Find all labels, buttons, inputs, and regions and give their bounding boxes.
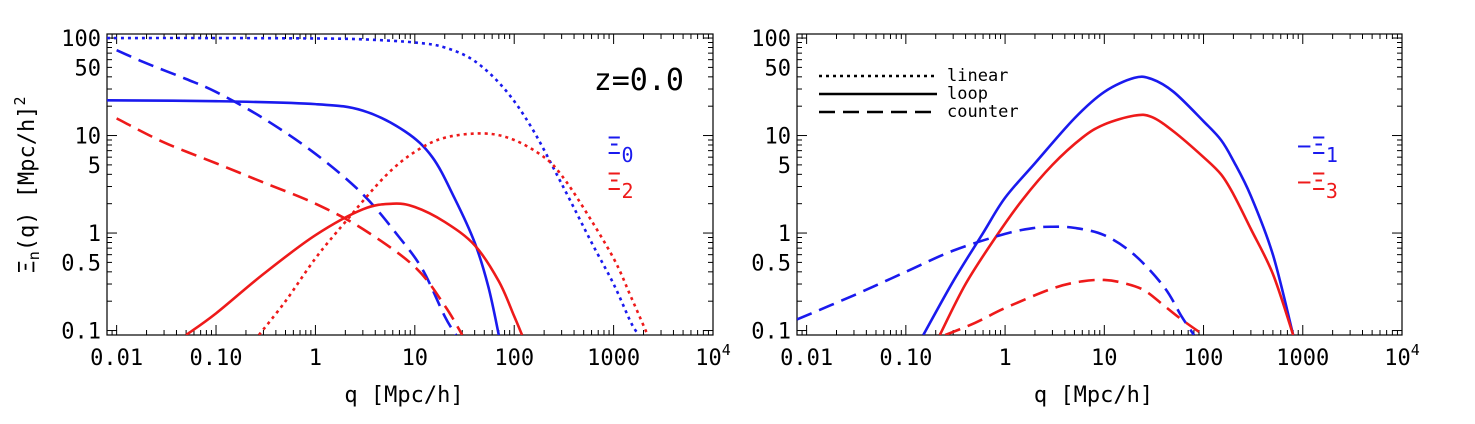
x-tick-label-exponent: 4 xyxy=(1411,341,1420,359)
legend-label-linear: linear xyxy=(947,66,1008,86)
legend-label-loop: loop xyxy=(947,84,988,104)
series-label-subscript: 2 xyxy=(621,179,633,203)
series-group xyxy=(797,75,1295,335)
series-label-symbol: Ξ xyxy=(607,168,621,196)
x-tick-label: 100 xyxy=(494,346,534,371)
x-tick-label-text: 1000 xyxy=(587,346,640,371)
red-dashed-series-line xyxy=(944,278,1205,335)
series-label-sign: − xyxy=(1297,168,1311,196)
red-dashed-series-line xyxy=(116,117,464,335)
series-group xyxy=(107,36,649,335)
x-tick-label-text: 10 xyxy=(1384,346,1411,371)
y-tick-label: 10 xyxy=(75,125,102,150)
x-tick-label-text: 0.10 xyxy=(879,346,932,371)
blue-dashed-series-line xyxy=(797,225,1196,335)
red-solid-series-line xyxy=(185,202,524,335)
x-tick-label-text: 1 xyxy=(998,346,1011,371)
y-tick-label: 0.1 xyxy=(61,320,101,345)
series-label-symbol: Ξ xyxy=(1311,132,1325,160)
redshift-annotation: z=0.0 xyxy=(594,63,684,98)
y-tick-label: 100 xyxy=(751,27,791,52)
x-tick-label: 1 xyxy=(309,346,322,371)
blue-dotted-series-line xyxy=(107,36,641,335)
y-tick-label: 1 xyxy=(88,222,101,247)
series-label-subscript: 0 xyxy=(621,143,633,167)
x-tick-label-text: 1 xyxy=(309,346,322,371)
series-label-symbol: Ξ xyxy=(607,132,621,160)
x-tick-label: 1000 xyxy=(1276,346,1329,371)
y-tick-label: 5 xyxy=(88,154,101,179)
series-label-sign: − xyxy=(1297,132,1311,160)
x-tick-label-text: 10 xyxy=(402,346,429,371)
x-tick-label-text: 100 xyxy=(494,346,534,371)
series-label-xi-3: −Ξ3 xyxy=(1297,168,1338,203)
series-label-symbol: Ξ xyxy=(1311,168,1325,196)
y-tick-label: 0.5 xyxy=(751,251,791,276)
x-tick-label: 10 xyxy=(402,346,429,371)
x-tick-label-text: 0.01 xyxy=(780,346,833,371)
y-tick-label: 0.5 xyxy=(61,251,101,276)
series-label-xi-2: Ξ2 xyxy=(607,168,634,203)
x-tick-label-text: 10 xyxy=(1091,346,1118,371)
series-label-xi-0: Ξ0 xyxy=(607,132,634,167)
x-tick-label: 0.10 xyxy=(879,346,932,371)
y-tick-label: 10 xyxy=(765,125,792,150)
x-tick-label: 0.10 xyxy=(190,346,243,371)
y-tick-label: 1 xyxy=(778,222,791,247)
x-tick-label-text: 10 xyxy=(695,346,722,371)
series-label-subscript: 1 xyxy=(1326,143,1338,167)
x-tick-label: 1 xyxy=(998,346,1011,371)
x-tick-label: 104 xyxy=(695,341,731,371)
x-tick-label: 104 xyxy=(1384,341,1420,371)
y-axis-label: Ξn(q) [Mpc/h]2 xyxy=(11,96,43,273)
y-tick-label: 0.1 xyxy=(751,320,791,345)
x-tick-label: 1000 xyxy=(587,346,640,371)
x-tick-label: 100 xyxy=(1184,346,1224,371)
x-axis-label: q [Mpc/h] xyxy=(1034,383,1153,408)
blue-solid-series-line xyxy=(922,75,1295,335)
red-solid-series-line xyxy=(938,113,1295,335)
series-label-subscript: 3 xyxy=(1326,179,1338,203)
x-tick-label-text: 0.10 xyxy=(190,346,243,371)
x-axis-label: q [Mpc/h] xyxy=(344,383,463,408)
x-tick-label-text: 0.01 xyxy=(90,346,143,371)
x-tick-label-text: 1000 xyxy=(1276,346,1329,371)
y-tick-label: 50 xyxy=(765,56,792,81)
y-tick-label: 5 xyxy=(778,154,791,179)
y-tick-label: 100 xyxy=(61,27,101,52)
x-tick-label: 0.01 xyxy=(90,346,143,371)
legend-label-counter: counter xyxy=(947,102,1019,122)
x-tick-label: 0.01 xyxy=(780,346,833,371)
x-tick-label-text: 100 xyxy=(1184,346,1224,371)
x-tick-label-exponent: 4 xyxy=(722,341,731,359)
blue-dashed-series-line xyxy=(116,49,458,335)
y-tick-label: 50 xyxy=(75,56,102,81)
series-label-xi-1: −Ξ1 xyxy=(1297,132,1338,167)
x-tick-label: 10 xyxy=(1091,346,1118,371)
